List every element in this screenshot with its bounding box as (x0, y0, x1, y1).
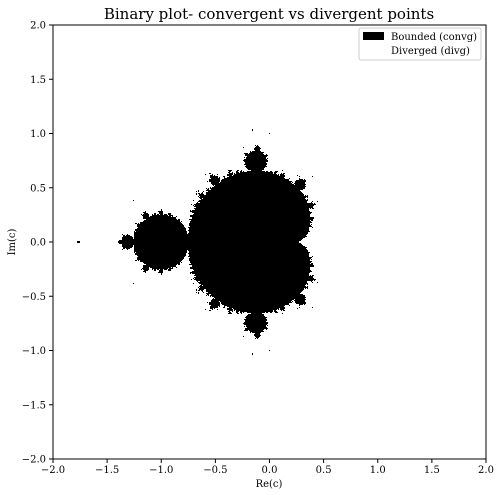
legend-frame (358, 27, 482, 61)
bounded-region (77, 129, 318, 355)
x-axis: −2.0 −1.5 −1.0 −0.5 0.0 0.5 1.0 1.5 2.0 (41, 459, 494, 476)
x-tick-label: −2.0 (41, 465, 65, 476)
x-axis-label: Re(c) (256, 479, 283, 490)
legend-swatch-diverged (363, 46, 384, 54)
x-tick-label: 1.0 (370, 465, 386, 476)
x-tick-label: −1.0 (149, 465, 173, 476)
x-tick-label: 2.0 (478, 465, 494, 476)
x-tick-label: 0.0 (262, 465, 278, 476)
y-tick-label: −1.0 (22, 346, 46, 357)
x-tick-label: 1.5 (424, 465, 440, 476)
y-tick-label: −0.5 (22, 292, 46, 303)
legend-label-bounded: Bounded (convg) (391, 32, 477, 43)
y-tick-label: 1.5 (30, 75, 46, 86)
legend: Bounded (convg) Diverged (divg) (358, 27, 482, 61)
x-tick-label: −0.5 (203, 465, 227, 476)
y-tick-label: 1.0 (30, 129, 46, 140)
y-tick-label: 0.5 (30, 183, 46, 194)
y-tick-label: 2.0 (30, 21, 46, 32)
chart-title: Binary plot- convergent vs divergent poi… (104, 5, 434, 23)
x-tick-label: −1.5 (95, 465, 119, 476)
y-tick-label: −1.5 (22, 400, 46, 411)
fractal-region (77, 129, 318, 355)
legend-swatch-bounded (363, 32, 384, 40)
y-tick-label: −2.0 (22, 455, 46, 466)
legend-label-diverged: Diverged (divg) (391, 46, 470, 57)
y-axis-label: Im(c) (7, 228, 18, 255)
x-tick-label: 0.5 (316, 465, 332, 476)
y-axis: −2.0 −1.5 −1.0 −0.5 0.0 0.5 1.0 1.5 2.0 (22, 21, 53, 466)
y-tick-label: 0.0 (30, 238, 46, 249)
